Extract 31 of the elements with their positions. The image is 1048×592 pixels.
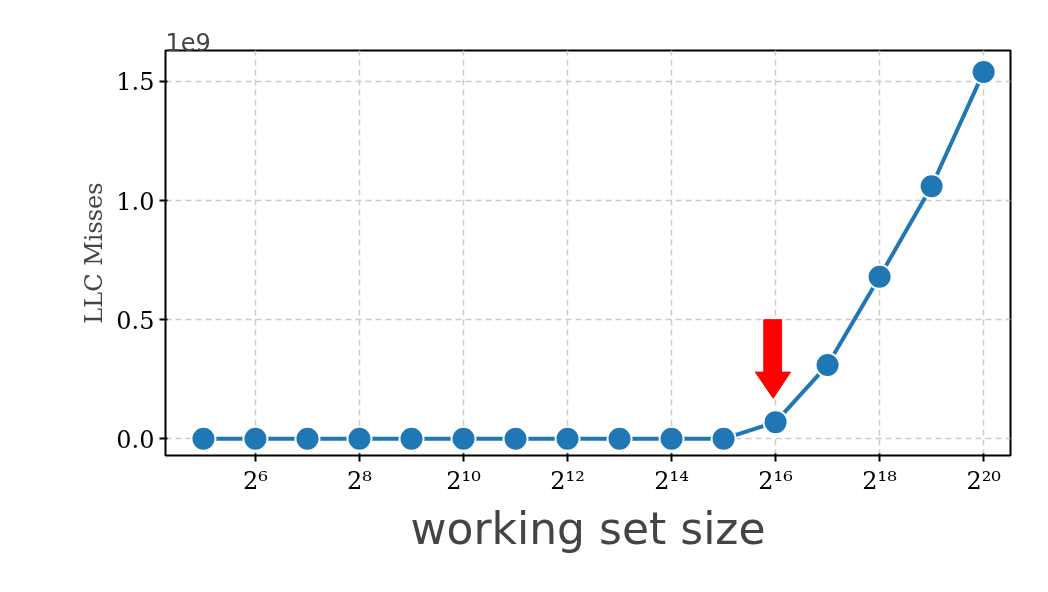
y-tick-label: 0.0 — [116, 425, 155, 454]
point — [658, 425, 685, 452]
x-axis-title: working set size — [410, 502, 766, 554]
y-tick-label: 1.5 — [116, 68, 155, 97]
point — [918, 173, 945, 200]
point — [710, 425, 737, 452]
point — [970, 58, 997, 85]
y-tick-label: 1.0 — [116, 187, 155, 216]
annotation: 1e9 — [165, 28, 211, 57]
point — [866, 263, 893, 290]
x-tick-label: 2¹⁴ — [654, 466, 689, 495]
point — [762, 409, 789, 436]
x-tick-label: 2⁶ — [243, 466, 268, 495]
point — [502, 425, 529, 452]
x-tick-label: 2²⁰ — [966, 466, 1001, 495]
point — [450, 425, 477, 452]
point — [398, 425, 425, 452]
x-tick-label: 2¹⁶ — [758, 466, 793, 495]
x-tick-label: 2¹² — [550, 466, 585, 495]
point — [346, 425, 373, 452]
point — [554, 425, 581, 452]
point — [294, 425, 321, 452]
x-tick-label: 2¹⁸ — [862, 466, 897, 495]
point — [814, 351, 841, 378]
x-tick-label: 2¹⁰ — [446, 466, 481, 495]
y-axis-title: LLC Misses — [80, 182, 109, 324]
y-tick-label: 0.5 — [116, 306, 155, 335]
point — [242, 425, 269, 452]
point — [606, 425, 633, 452]
x-tick-label: 2⁸ — [347, 466, 372, 495]
point — [190, 425, 217, 452]
